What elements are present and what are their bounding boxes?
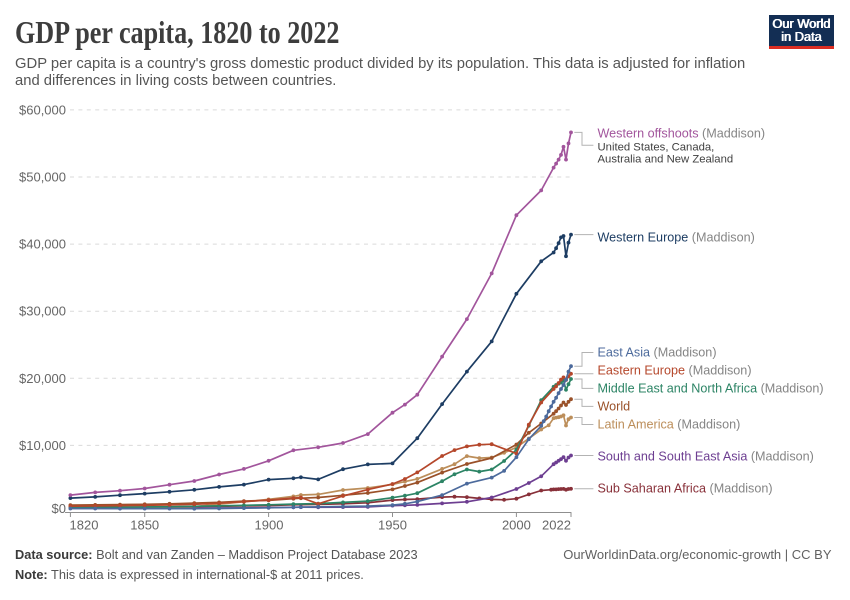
svg-text:1850: 1850 <box>130 518 159 533</box>
svg-text:1900: 1900 <box>255 518 284 533</box>
svg-text:Sub Saharan Africa (Maddison): Sub Saharan Africa (Maddison) <box>598 482 773 496</box>
svg-text:Australia and New Zealand: Australia and New Zealand <box>598 153 734 165</box>
svg-text:$10,000: $10,000 <box>19 438 66 453</box>
svg-text:Western Europe (Maddison): Western Europe (Maddison) <box>598 231 755 245</box>
svg-text:1820: 1820 <box>70 518 99 533</box>
svg-text:$60,000: $60,000 <box>19 102 66 117</box>
svg-text:$40,000: $40,000 <box>19 237 66 252</box>
svg-text:World: World <box>598 399 631 413</box>
svg-text:$30,000: $30,000 <box>19 304 66 319</box>
svg-text:United States, Canada,: United States, Canada, <box>598 141 715 153</box>
svg-text:Western offshoots (Maddison): Western offshoots (Maddison) <box>598 127 766 141</box>
svg-text:Eastern Europe (Maddison): Eastern Europe (Maddison) <box>598 364 752 378</box>
svg-text:Middle East and North Africa (: Middle East and North Africa (Maddison) <box>598 381 824 395</box>
svg-text:$20,000: $20,000 <box>19 371 66 386</box>
svg-text:South and South East Asia (Mad: South and South East Asia (Maddison) <box>598 450 814 464</box>
svg-text:East Asia (Maddison): East Asia (Maddison) <box>598 346 717 360</box>
svg-text:2022: 2022 <box>542 518 571 533</box>
svg-text:$50,000: $50,000 <box>19 170 66 185</box>
svg-text:Latin America (Maddison): Latin America (Maddison) <box>598 418 741 432</box>
svg-text:1950: 1950 <box>378 518 407 533</box>
svg-text:$0: $0 <box>52 501 66 516</box>
svg-text:2000: 2000 <box>502 518 531 533</box>
